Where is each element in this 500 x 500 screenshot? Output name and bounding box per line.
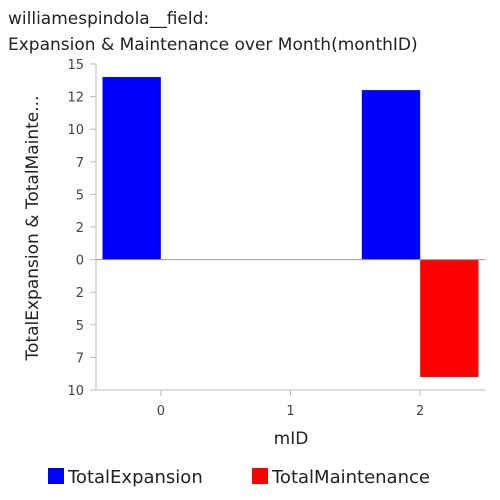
y-tick-label: 5 — [76, 319, 84, 334]
x-tick-label: 1 — [286, 404, 294, 419]
y-tick-label: 7 — [76, 351, 84, 366]
bar-totalexpansion-2 — [361, 90, 421, 260]
bars — [102, 77, 479, 377]
y-tick-label: 0 — [76, 254, 84, 269]
y-tick-label: 10 — [67, 123, 84, 138]
legend-label-totalexpansion: TotalExpansion — [67, 467, 203, 488]
x-tick-label: 2 — [416, 404, 424, 419]
y-tick-label: 7 — [76, 156, 84, 171]
y-tick-label: 15 — [67, 58, 84, 73]
legend-swatch-totalmaintenance — [252, 468, 268, 484]
y-axis-title: TotalExpansion & TotalMainte... — [23, 96, 43, 362]
y-tick-label: 12 — [67, 91, 84, 106]
y-tick-label: 2 — [76, 286, 84, 301]
legend-swatch-totalexpansion — [48, 468, 64, 484]
bar-totalexpansion-0 — [102, 77, 161, 260]
chart-title-line-1: williamespindola__field: — [8, 9, 209, 29]
chart-title-line-2: Expansion & Maintenance over Month(month… — [8, 35, 418, 55]
y-tick-label: 10 — [67, 384, 84, 399]
legend: TotalExpansion TotalMaintenance — [48, 467, 430, 488]
x-axis: 0 1 2 — [96, 389, 485, 419]
y-tick-label: 5 — [76, 188, 84, 203]
x-tick-label: 0 — [157, 404, 165, 419]
y-axis: 15 12 10 7 5 2 0 2 5 7 10 — [67, 58, 97, 399]
x-axis-title: mID — [274, 429, 309, 449]
y-tick-label: 2 — [76, 221, 84, 236]
bar-totalmaintenance-2 — [420, 259, 479, 377]
legend-label-totalmaintenance: TotalMaintenance — [271, 467, 430, 488]
